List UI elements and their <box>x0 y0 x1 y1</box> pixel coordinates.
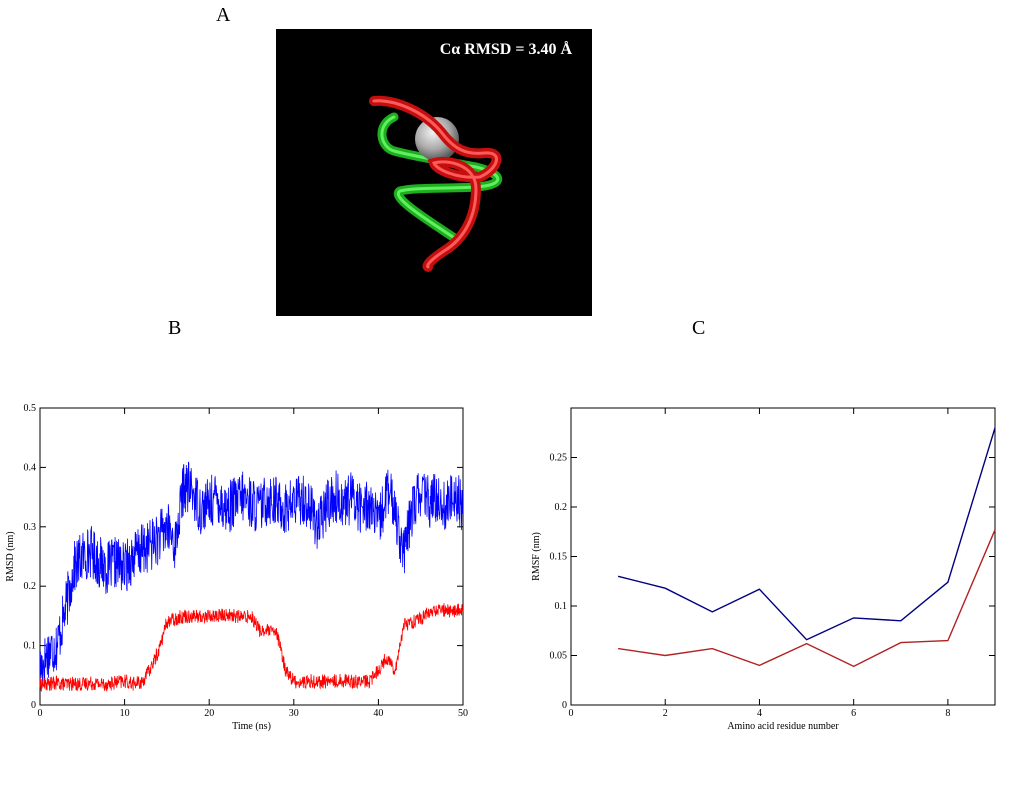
series-line-2 <box>39 603 464 692</box>
rmsf-y-axis-label: RMSF (nm) <box>531 532 542 581</box>
x-tick-label: 40 <box>373 708 383 719</box>
panel-label-c: C <box>692 317 706 339</box>
y-tick-label: 0.3 <box>24 522 37 533</box>
panel-label-a: A <box>216 4 231 26</box>
x-tick-label: 10 <box>120 708 130 719</box>
x-tick-label: 8 <box>945 708 950 719</box>
series-line-1 <box>617 427 996 641</box>
x-tick-label: 2 <box>663 708 668 719</box>
x-tick-label: 4 <box>757 708 762 719</box>
red-backbone-tube-highlight <box>372 99 498 269</box>
rmsf-chart: 0 2 4 6 8 0 0.05 0.1 0.15 0.2 0.25 Amino acid resi… <box>531 407 996 732</box>
rmsd-y-axis-label: RMSD (nm) <box>5 531 16 581</box>
y-tick-label: 0.2 <box>555 502 568 513</box>
rmsf-plot-area: 0 2 4 6 8 0 0.05 0.1 0.15 0.2 0.25 <box>550 407 996 719</box>
rmsd-x-axis-label: Time (ns) <box>232 721 271 732</box>
x-tick-label: 30 <box>289 708 299 719</box>
rmsd-plot-area: 0 10 20 30 40 50 0 0.1 0.2 0.3 0.4 0.5 <box>24 403 469 719</box>
y-tick-label: 0 <box>562 700 567 711</box>
protein-tube-illustration <box>369 95 503 272</box>
y-tick-label: 0 <box>31 700 36 711</box>
metal-ion-sphere <box>415 117 459 161</box>
y-tick-label: 0.4 <box>24 462 37 473</box>
x-tick-label: 50 <box>458 708 468 719</box>
y-tick-label: 0.5 <box>24 403 37 414</box>
rmsf-x-axis-label: Amino acid residue number <box>727 721 839 732</box>
protein-structure-image: Cα RMSD = 3.40 Å <box>276 29 592 316</box>
x-tick-label: 6 <box>851 708 856 719</box>
y-tick-label: 0.25 <box>550 453 568 464</box>
y-tick-label: 0.05 <box>550 651 568 662</box>
x-tick-label: 20 <box>204 708 214 719</box>
series-line-1 <box>39 461 464 684</box>
rmsd-annotation: Cα RMSD = 3.40 Å <box>439 41 572 58</box>
y-tick-label: 0.2 <box>24 581 37 592</box>
series-line-2 <box>617 529 996 668</box>
x-tick-label: 0 <box>569 708 574 719</box>
green-backbone-tube-highlight <box>380 115 500 241</box>
x-tick-label: 0 <box>38 708 43 719</box>
y-tick-label: 0.15 <box>550 552 568 563</box>
plot-frame <box>570 407 996 706</box>
rmsd-chart: 0 10 20 30 40 50 0 0.1 0.2 0.3 0.4 0.5 Time (ns) RM… <box>5 403 469 732</box>
y-tick-label: 0.1 <box>24 641 37 652</box>
plot-frame <box>39 407 464 706</box>
panel-label-b: B <box>168 317 182 339</box>
y-tick-label: 0.1 <box>555 601 568 612</box>
